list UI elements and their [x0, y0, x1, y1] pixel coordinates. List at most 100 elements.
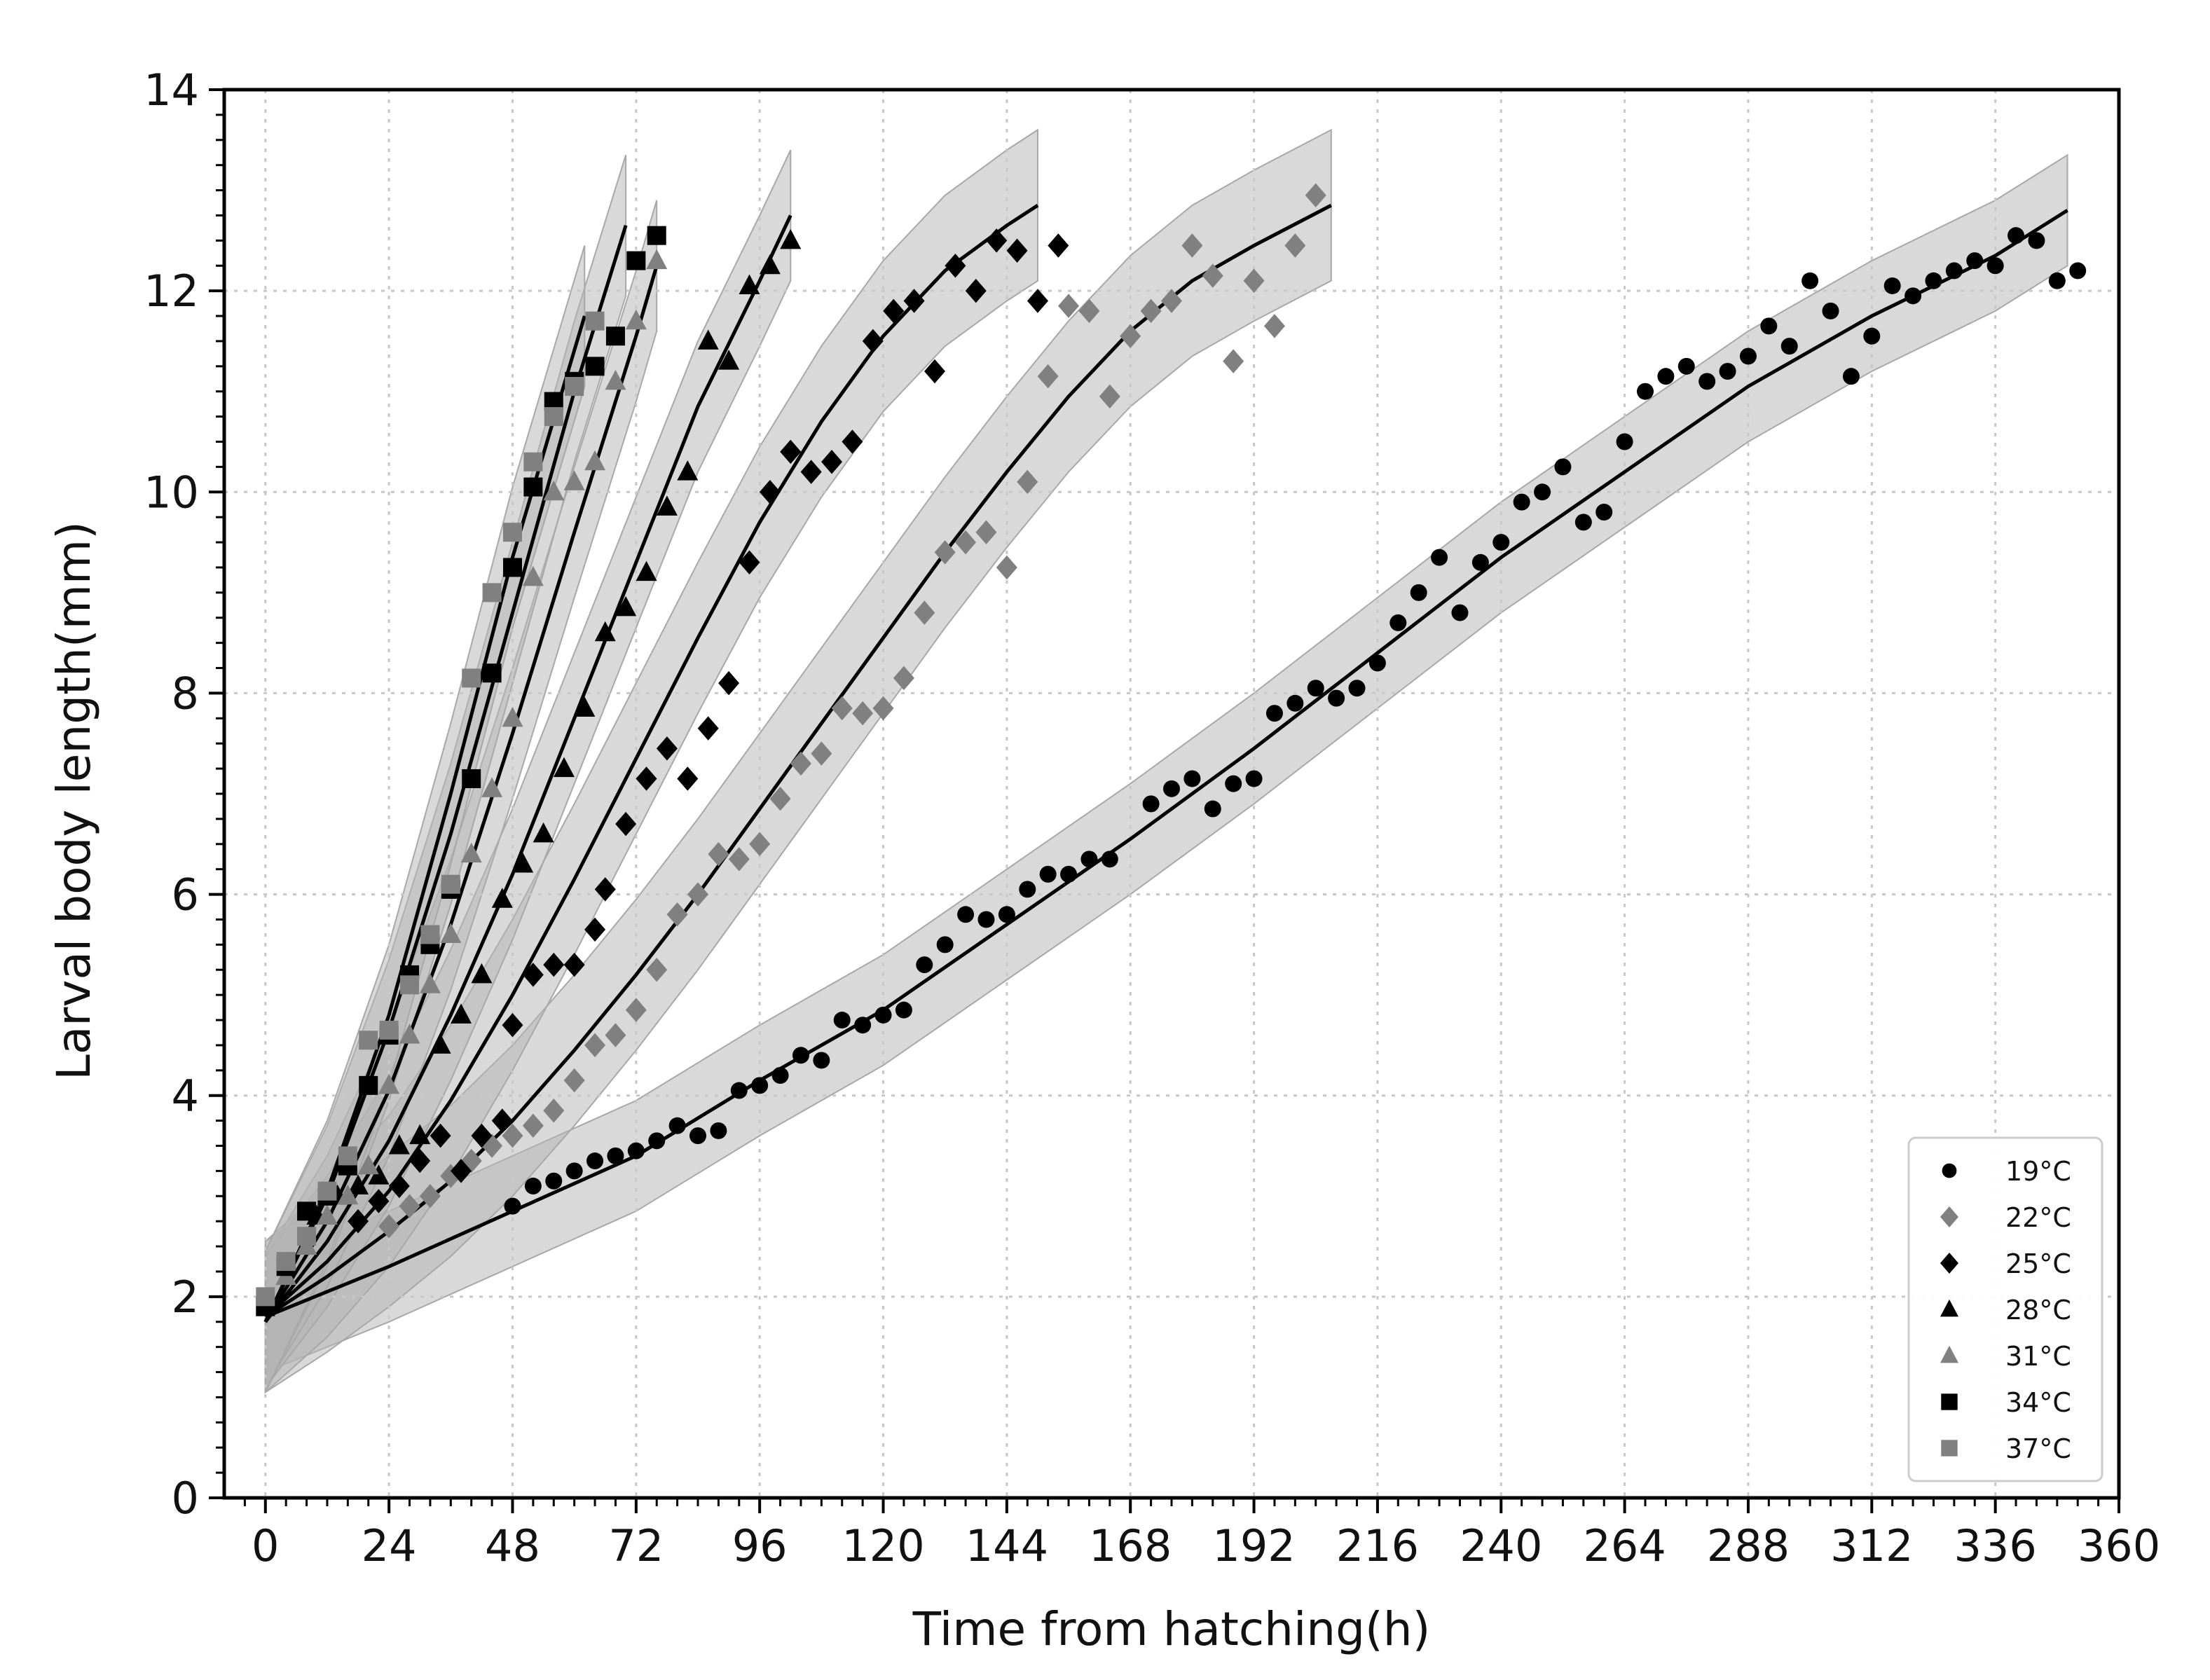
- axes: 0 24 48 72 96 120 144 168 192 216 240 264 288 312 336 3…: [144, 64, 2160, 1571]
- data-point: [1080, 851, 1098, 868]
- data-point: [1966, 252, 1984, 270]
- data-point: [482, 663, 502, 683]
- data-point: [1719, 363, 1736, 380]
- legend-label: 22°C: [2005, 1202, 2071, 1233]
- x-tick-label: 312: [1830, 1520, 1913, 1571]
- data-point: [1265, 705, 1283, 722]
- data-point: [524, 1177, 542, 1194]
- data-point: [388, 1173, 410, 1199]
- data-point: [462, 769, 481, 788]
- fit-line-0: [264, 209, 2068, 1318]
- data-point: [1202, 263, 1223, 288]
- data-point: [636, 766, 657, 791]
- data-point: [759, 480, 781, 504]
- data-point: [502, 1012, 523, 1038]
- x-tick-label: 192: [1212, 1520, 1295, 1571]
- data-point: [1307, 680, 1324, 697]
- data-point: [1140, 298, 1162, 324]
- data-point: [749, 832, 771, 857]
- data-point: [316, 1204, 338, 1225]
- y-tick-label: 2: [172, 1272, 199, 1323]
- data-point: [1760, 317, 1778, 335]
- data-point: [831, 696, 853, 721]
- data-point: [399, 1024, 420, 1044]
- data-point: [491, 888, 513, 908]
- legend-marker: [1941, 1440, 1958, 1457]
- data-point: [1554, 458, 1572, 476]
- data-point: [636, 560, 657, 581]
- data-point: [462, 668, 481, 688]
- data-point: [409, 1148, 431, 1173]
- data-point: [460, 842, 482, 863]
- data-point: [585, 311, 605, 331]
- y-tick-label: 8: [172, 668, 199, 719]
- data-point: [769, 786, 791, 811]
- data-point: [1945, 262, 1963, 280]
- data-point: [297, 1227, 317, 1246]
- data-point: [543, 952, 565, 977]
- x-tick-label: 336: [1954, 1520, 2036, 1571]
- data-point: [1471, 553, 1489, 571]
- data-point: [1183, 770, 1201, 787]
- legend-marker: [1940, 1345, 1958, 1363]
- confidence-band-2: [264, 128, 1038, 1394]
- data-point: [1017, 469, 1038, 495]
- x-tick-label: 264: [1583, 1520, 1666, 1571]
- legend-marker: [1940, 1299, 1958, 1317]
- fit-line-1: [264, 203, 1332, 1318]
- data-point: [440, 923, 462, 943]
- data-point: [502, 1123, 523, 1148]
- data-point: [852, 701, 874, 726]
- data-point: [1163, 780, 1180, 797]
- x-tick-label: 288: [1707, 1520, 1790, 1571]
- data-point: [502, 706, 523, 727]
- y-tick-label: 12: [144, 266, 199, 317]
- data-point: [710, 1122, 727, 1139]
- data-point: [1058, 294, 1080, 318]
- confidence-bands: [264, 128, 2068, 1394]
- data-point: [605, 369, 626, 390]
- data-point: [378, 1073, 400, 1094]
- data-point: [903, 289, 925, 313]
- data-point: [533, 822, 554, 843]
- data-point: [1863, 327, 1881, 345]
- data-point: [1883, 277, 1901, 294]
- data-point: [708, 841, 729, 867]
- data-point: [522, 565, 544, 586]
- data-point: [924, 359, 945, 384]
- data-point: [895, 1001, 912, 1019]
- data-point: [718, 670, 740, 696]
- data-point: [1657, 368, 1675, 385]
- data-point: [1286, 694, 1304, 712]
- data-point: [1616, 433, 1633, 450]
- data-point: [730, 1082, 748, 1099]
- data-point: [1078, 298, 1100, 324]
- legend-marker: [1941, 1393, 1958, 1410]
- data-point: [854, 1017, 872, 1034]
- x-tick-label: 0: [252, 1520, 279, 1571]
- data-point: [544, 407, 563, 427]
- x-axis-label: Time from hatching(h): [912, 1602, 1431, 1656]
- data-point: [451, 1003, 472, 1024]
- data-point: [543, 1099, 565, 1123]
- data-point: [523, 477, 543, 497]
- data-point: [563, 1068, 585, 1093]
- x-tick-label: 72: [608, 1520, 664, 1571]
- x-tick-label: 144: [966, 1520, 1048, 1571]
- data-point: [348, 1209, 369, 1234]
- data-point: [565, 1162, 583, 1180]
- legend-label: 19°C: [2005, 1156, 2071, 1187]
- data-point: [1204, 800, 1221, 818]
- data-point: [584, 1033, 606, 1058]
- data-point: [399, 1194, 420, 1218]
- data-point: [1120, 324, 1141, 348]
- data-point: [491, 1108, 513, 1133]
- data-point: [1431, 549, 1448, 566]
- data-point: [1263, 314, 1285, 338]
- data-point: [718, 350, 740, 370]
- data-point: [689, 1127, 706, 1145]
- data-point: [697, 716, 719, 741]
- legend-label: 31°C: [2005, 1341, 2071, 1372]
- legend-label: 28°C: [2005, 1295, 2071, 1326]
- data-point: [955, 530, 977, 555]
